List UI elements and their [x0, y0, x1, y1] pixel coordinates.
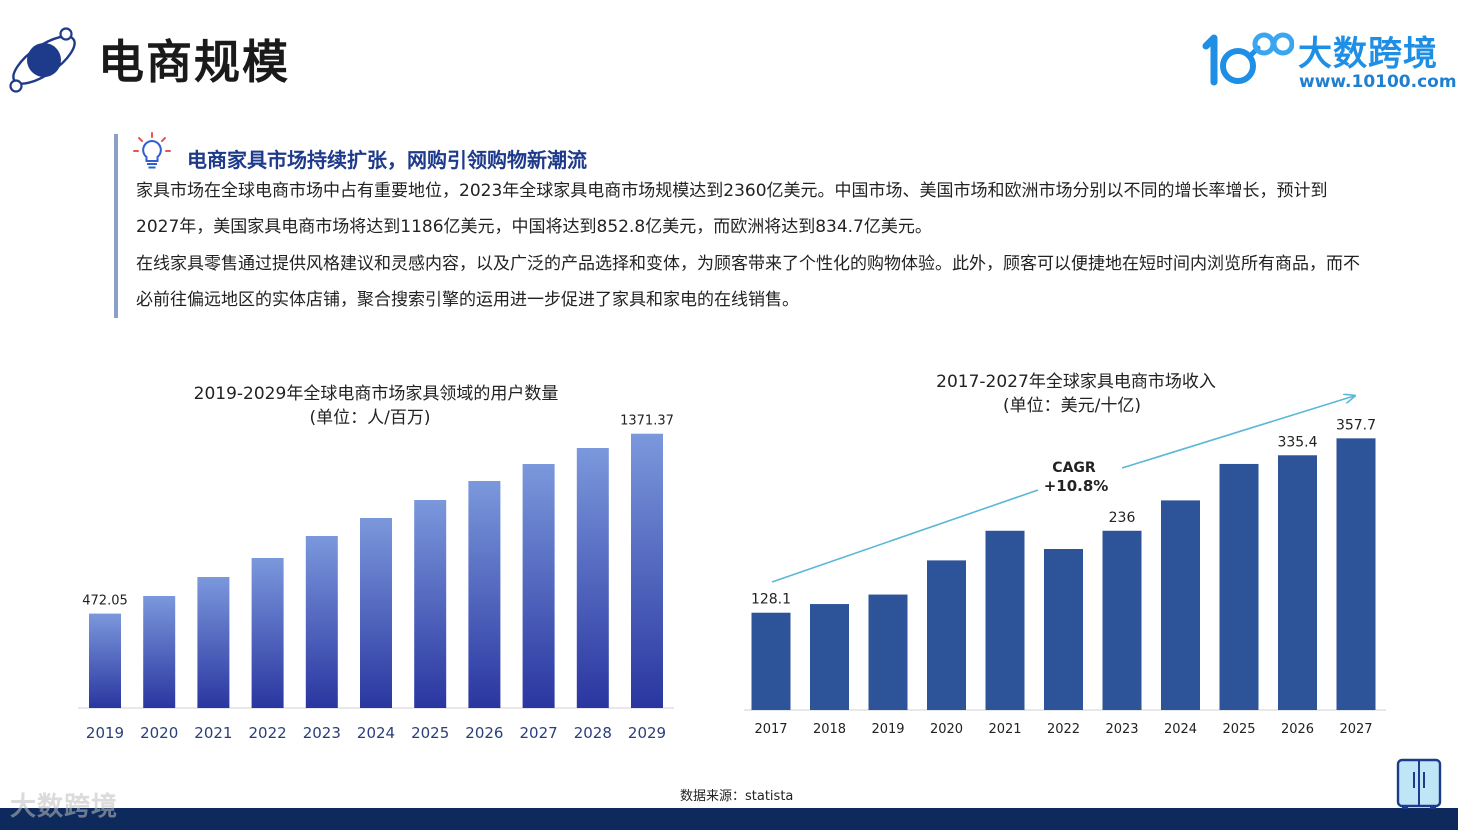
x-tick-2024: 2024 — [1164, 722, 1197, 737]
x-tick-2026: 2026 — [465, 724, 503, 742]
x-tick-2027: 2027 — [520, 724, 558, 742]
refrigerator-icon — [1396, 758, 1442, 809]
x-tick-2025: 2025 — [411, 724, 449, 742]
x-tick-2026: 2026 — [1281, 722, 1314, 737]
x-tick-2024: 2024 — [357, 724, 395, 742]
market-revenue-chart: 2017-2027年全球家具电商市场收入 (单位：美元/十亿) CAGR +10… — [744, 372, 1386, 737]
callout-paragraph-1: 家具市场在全球电商市场中占有重要地位，2023年全球家具电商市场规模达到2360… — [136, 181, 1328, 237]
bar-2025 — [1219, 463, 1259, 710]
bar-2024 — [360, 518, 392, 708]
lightbulb-icon — [133, 132, 171, 169]
bar-2023 — [1102, 530, 1142, 710]
data-source-note: 数据来源：statista — [680, 789, 794, 804]
footer-bar — [0, 808, 1458, 830]
logo-name: 大数跨境 — [1298, 34, 1438, 74]
x-tick-2023: 2023 — [1105, 722, 1138, 737]
page-title: 电商规模 — [98, 35, 290, 89]
chart-right-x-ticks: 2017 2018 2019 2020 2021 2022 2023 2024 2025 2026… — [754, 722, 1372, 737]
x-tick-2020: 2020 — [930, 722, 963, 737]
bar-2018 — [810, 604, 849, 710]
callout-accent-bar — [114, 134, 118, 318]
data-label-2027: 357.7 — [1336, 417, 1376, 433]
chart-right-title: 2017-2027年全球家具电商市场收入 — [936, 372, 1216, 392]
logo-url[interactable]: www.10100.com — [1299, 72, 1457, 92]
bar-2019 — [868, 594, 908, 710]
trend-arrow-segment-2 — [1121, 396, 1354, 469]
data-label-2026: 335.4 — [1277, 434, 1317, 450]
x-tick-2025: 2025 — [1222, 722, 1255, 737]
chart-left-data-labels: 472.05 1371.37 — [82, 414, 674, 609]
callout-box: 电商家具市场持续扩张，网购引领购物新潮流 家具市场在全球电商市场中占有重要地位，… — [114, 132, 1374, 318]
cagr-value: +10.8% — [1044, 477, 1109, 495]
logo-10100-icon — [1202, 32, 1294, 86]
x-tick-2023: 2023 — [303, 724, 341, 742]
x-tick-2027: 2027 — [1339, 722, 1372, 737]
chart-left-bars — [89, 433, 663, 708]
watermark-logo: 大数跨境 — [10, 792, 119, 822]
chart-right-bars — [751, 438, 1376, 710]
bar-2026 — [468, 481, 501, 708]
bar-2021 — [985, 530, 1025, 710]
trend-arrow-segment-1 — [771, 489, 1039, 583]
x-tick-2021: 2021 — [988, 722, 1021, 737]
bar-2022 — [251, 558, 284, 708]
bar-2023 — [305, 536, 338, 708]
brand-logo[interactable]: 大数跨境 www.10100.com — [1200, 22, 1457, 97]
x-tick-2017: 2017 — [754, 722, 787, 737]
data-label-2023: 236 — [1109, 510, 1136, 526]
bar-2020 — [143, 596, 176, 708]
x-tick-2019: 2019 — [86, 724, 124, 742]
callout-paragraph-2: 在线家具零售通过提供风格建议和灵感内容，以及广泛的产品选择和变体，为顾客带来了个… — [136, 254, 1360, 310]
chart-left-x-ticks: 2019 2020 2021 2022 2023 2024 2025 2026 2027 2028… — [86, 724, 666, 742]
x-tick-2028: 2028 — [574, 724, 612, 742]
cagr-label: CAGR — [1052, 460, 1096, 476]
bar-2028 — [576, 448, 609, 708]
user-count-chart: 2019-2029年全球电商市场家具领域的用户数量 (单位：人/百万) 472.… — [78, 384, 674, 742]
x-tick-2018: 2018 — [813, 722, 846, 737]
chart-left-title: 2019-2029年全球电商市场家具领域的用户数量 — [194, 384, 559, 404]
data-label-2017: 128.1 — [751, 592, 791, 608]
bar-2025 — [414, 500, 447, 708]
bar-2022 — [1044, 548, 1083, 710]
callout-title: 电商家具市场持续扩张，网购引领购物新潮流 — [187, 148, 587, 172]
x-tick-2021: 2021 — [194, 724, 232, 742]
x-tick-2022: 2022 — [249, 724, 287, 742]
chart-right-data-labels: 128.1 236 335.4 357.7 — [751, 417, 1376, 607]
x-tick-2019: 2019 — [871, 722, 904, 737]
bar-2017 — [751, 612, 791, 710]
bar-2024 — [1161, 500, 1200, 710]
chart-right-subtitle: (单位：美元/十亿) — [1003, 396, 1141, 416]
chart-left-subtitle: (单位：人/百万) — [310, 408, 431, 428]
bar-2020 — [927, 560, 966, 710]
bar-2026 — [1278, 455, 1317, 710]
data-label-2029: 1371.37 — [620, 414, 674, 429]
x-tick-2020: 2020 — [140, 724, 178, 742]
bar-2027 — [1336, 438, 1376, 710]
x-tick-2029: 2029 — [628, 724, 666, 742]
data-label-2019: 472.05 — [82, 594, 128, 609]
bar-2021 — [197, 577, 230, 708]
bar-2027 — [522, 464, 555, 708]
bar-2029 — [631, 433, 663, 708]
bar-2019 — [89, 613, 121, 708]
x-tick-2022: 2022 — [1047, 722, 1080, 737]
planet-orbit-icon — [9, 27, 76, 93]
